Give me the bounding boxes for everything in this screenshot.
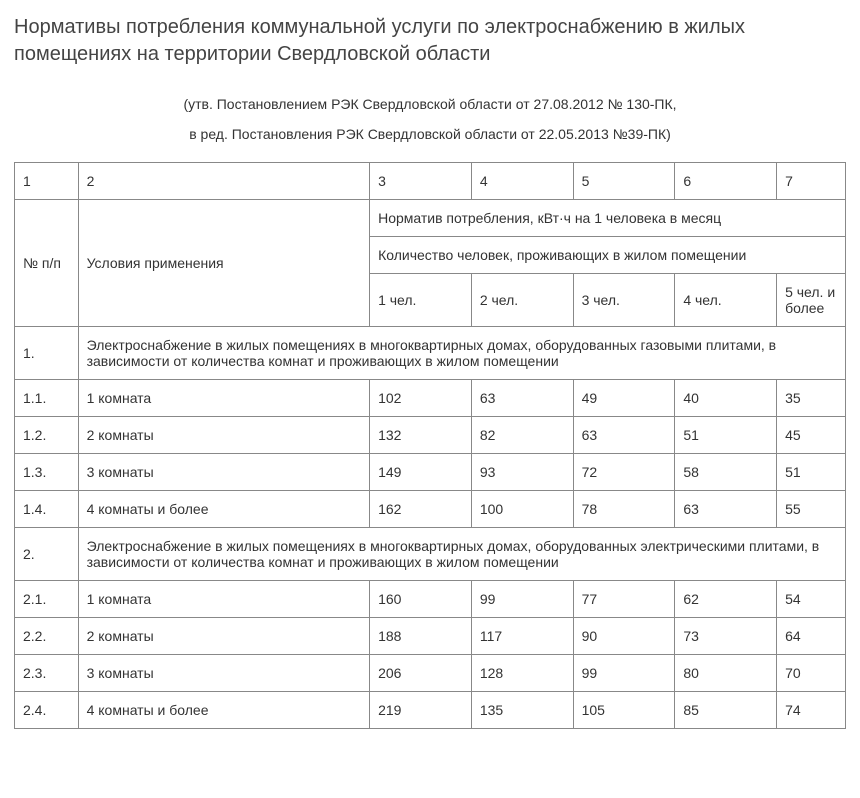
row-value: 85 [675, 692, 777, 729]
colnum-4: 4 [471, 163, 573, 200]
colnum-6: 6 [675, 163, 777, 200]
header-row-number: № п/п [15, 200, 79, 327]
norms-table: 1 2 3 4 5 6 7 № п/п Условия применения Н… [14, 162, 846, 729]
row-value: 73 [675, 618, 777, 655]
table-row: 1.4.4 комнаты и более162100786355 [15, 491, 846, 528]
section-number: 2. [15, 528, 79, 581]
row-value: 74 [777, 692, 846, 729]
row-number: 1.4. [15, 491, 79, 528]
header-4-person: 4 чел. [675, 274, 777, 327]
row-value: 206 [370, 655, 472, 692]
row-label: 3 комнаты [78, 454, 369, 491]
row-number: 2.1. [15, 581, 79, 618]
section-text: Электроснабжение в жилых помещениях в мн… [78, 327, 845, 380]
row-number: 2.2. [15, 618, 79, 655]
row-value: 128 [471, 655, 573, 692]
row-value: 51 [777, 454, 846, 491]
row-label: 4 комнаты и более [78, 692, 369, 729]
row-number: 1.3. [15, 454, 79, 491]
colnum-7: 7 [777, 163, 846, 200]
section-text: Электроснабжение в жилых помещениях в мн… [78, 528, 845, 581]
table-header-row-1: № п/п Условия применения Норматив потреб… [15, 200, 846, 237]
subtitle-line-1: (утв. Постановлением РЭК Свердловской об… [14, 96, 846, 112]
header-norm-span: Норматив потребления, кВт·ч на 1 человек… [370, 200, 846, 237]
row-value: 132 [370, 417, 472, 454]
section-number: 1. [15, 327, 79, 380]
page-title: Нормативы потребления коммунальной услуг… [14, 14, 846, 68]
row-label: 1 комната [78, 380, 369, 417]
row-number: 2.4. [15, 692, 79, 729]
colnum-1: 1 [15, 163, 79, 200]
table-row: 2.4.4 комнаты и более2191351058574 [15, 692, 846, 729]
row-value: 49 [573, 380, 675, 417]
header-5-person: 5 чел. и более [777, 274, 846, 327]
row-value: 58 [675, 454, 777, 491]
row-label: 3 комнаты [78, 655, 369, 692]
row-value: 105 [573, 692, 675, 729]
header-1-person: 1 чел. [370, 274, 472, 327]
row-value: 63 [471, 380, 573, 417]
table-column-number-row: 1 2 3 4 5 6 7 [15, 163, 846, 200]
row-value: 160 [370, 581, 472, 618]
row-value: 90 [573, 618, 675, 655]
subtitle-block: (утв. Постановлением РЭК Свердловской об… [14, 96, 846, 142]
row-value: 80 [675, 655, 777, 692]
header-2-person: 2 чел. [471, 274, 573, 327]
row-label: 4 комнаты и более [78, 491, 369, 528]
row-value: 70 [777, 655, 846, 692]
row-number: 1.2. [15, 417, 79, 454]
row-value: 82 [471, 417, 573, 454]
header-people-span: Количество человек, проживающих в жилом … [370, 237, 846, 274]
row-value: 62 [675, 581, 777, 618]
row-value: 99 [471, 581, 573, 618]
table-row: 2.1.1 комната16099776254 [15, 581, 846, 618]
table-row: 1.2.2 комнаты13282635145 [15, 417, 846, 454]
row-value: 45 [777, 417, 846, 454]
row-value: 102 [370, 380, 472, 417]
subtitle-line-2: в ред. Постановления РЭК Свердловской об… [14, 126, 846, 142]
colnum-3: 3 [370, 163, 472, 200]
table-section-row: 1.Электроснабжение в жилых помещениях в … [15, 327, 846, 380]
row-label: 1 комната [78, 581, 369, 618]
colnum-2: 2 [78, 163, 369, 200]
row-value: 78 [573, 491, 675, 528]
row-value: 64 [777, 618, 846, 655]
header-3-person: 3 чел. [573, 274, 675, 327]
row-value: 40 [675, 380, 777, 417]
row-value: 72 [573, 454, 675, 491]
row-value: 51 [675, 417, 777, 454]
row-value: 100 [471, 491, 573, 528]
row-label: 2 комнаты [78, 417, 369, 454]
row-value: 35 [777, 380, 846, 417]
header-conditions: Условия применения [78, 200, 369, 327]
colnum-5: 5 [573, 163, 675, 200]
row-value: 99 [573, 655, 675, 692]
row-label: 2 комнаты [78, 618, 369, 655]
table-section-row: 2.Электроснабжение в жилых помещениях в … [15, 528, 846, 581]
table-row: 1.3.3 комнаты14993725851 [15, 454, 846, 491]
table-row: 2.3.3 комнаты206128998070 [15, 655, 846, 692]
row-number: 1.1. [15, 380, 79, 417]
row-value: 55 [777, 491, 846, 528]
row-value: 93 [471, 454, 573, 491]
row-value: 188 [370, 618, 472, 655]
row-value: 54 [777, 581, 846, 618]
table-row: 2.2.2 комнаты188117907364 [15, 618, 846, 655]
row-value: 63 [573, 417, 675, 454]
row-value: 135 [471, 692, 573, 729]
row-number: 2.3. [15, 655, 79, 692]
row-value: 219 [370, 692, 472, 729]
table-row: 1.1.1 комната10263494035 [15, 380, 846, 417]
row-value: 149 [370, 454, 472, 491]
row-value: 162 [370, 491, 472, 528]
row-value: 63 [675, 491, 777, 528]
row-value: 117 [471, 618, 573, 655]
row-value: 77 [573, 581, 675, 618]
